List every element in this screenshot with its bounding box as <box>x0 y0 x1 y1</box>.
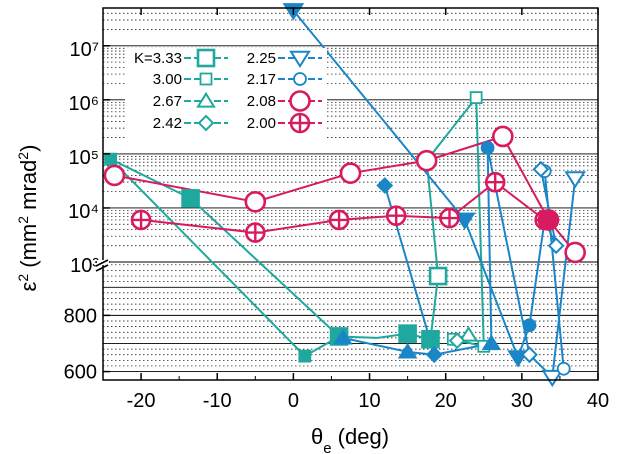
circle-filled-marker <box>537 209 560 231</box>
circle-filled-small-marker <box>480 140 495 155</box>
x-tick-label: 30 <box>511 390 533 412</box>
circle-open-small-marker <box>556 361 571 376</box>
series-line <box>342 336 435 356</box>
y-tick-label: 10⁵ <box>68 147 99 169</box>
square-open-small-marker <box>469 91 483 104</box>
diamond-open-marker <box>547 237 565 255</box>
square-filled-small-marker <box>298 349 312 363</box>
y-tick-label: 10⁷ <box>70 39 99 61</box>
triangle-open-marker <box>458 325 479 342</box>
triangle-filled-marker <box>397 342 418 359</box>
circle-open-marker <box>103 164 126 187</box>
circle-plus-marker <box>439 207 460 229</box>
circle-open-marker <box>492 125 514 148</box>
circle-plus-marker <box>289 112 311 134</box>
triangle-down-filled-marker <box>453 212 476 230</box>
y-tick-label: 10⁴ <box>68 201 99 223</box>
y-axis-label: ε2 (mm2 mrad2) <box>15 145 41 292</box>
square-filled-small-marker <box>104 152 118 166</box>
diamond-filled-marker <box>425 346 443 364</box>
diamond-open-marker <box>532 160 550 178</box>
square-open-marker <box>428 266 448 286</box>
circle-open-marker <box>564 241 586 264</box>
circle-plus-marker <box>385 205 407 226</box>
x-tick-label: 20 <box>435 390 457 412</box>
square-open-small-marker <box>199 72 213 86</box>
x-tick-label: -20 <box>127 390 156 412</box>
series-line <box>110 158 340 338</box>
x-tick-label: 0 <box>288 390 299 412</box>
diamond-filled-marker <box>376 177 394 194</box>
legend-label: 2.67 <box>153 93 182 110</box>
triangle-down-open-marker <box>541 369 564 388</box>
axis-break-mark <box>95 259 109 267</box>
legend-label: 2.42 <box>153 115 182 132</box>
circle-filled-small-marker <box>522 318 537 333</box>
legend-label: 2.08 <box>247 93 276 110</box>
axes: -20 -10 0 10 20 30 40 600 800 10³ 10⁴ 10⁵ 10⁶ 10⁷ <box>64 7 609 412</box>
circle-plus-marker <box>484 171 506 193</box>
y-tick-label: 800 <box>64 305 97 327</box>
y-tick-label: 600 <box>64 362 97 384</box>
x-tick-label: 10 <box>358 390 380 412</box>
legend-label: 2.25 <box>247 50 276 67</box>
y-tick-label: 10³ <box>70 255 99 277</box>
triangle-filled-marker <box>333 328 353 345</box>
legend-label: K=3.33 <box>134 50 182 67</box>
legend-label: 2.17 <box>247 71 276 88</box>
circle-plus-marker <box>130 209 152 231</box>
triangle-open-marker <box>196 91 216 108</box>
square-open-marker <box>196 48 216 68</box>
triangle-filled-marker <box>481 334 502 351</box>
legend-label: 2.00 <box>247 115 276 132</box>
triangle-down-open-marker <box>564 171 586 189</box>
data-markers <box>103 3 586 388</box>
x-tick-label: 40 <box>587 390 609 412</box>
square-filled-marker <box>398 324 417 343</box>
x-axis-label: θe (deg) <box>311 424 389 454</box>
triangle-down-open-marker <box>289 50 311 68</box>
circle-open-marker <box>244 190 267 213</box>
circle-open-small-marker <box>293 72 307 86</box>
circle-open-marker <box>339 162 362 184</box>
diamond-open-marker <box>448 332 466 350</box>
x-tick-label: -10 <box>203 390 232 412</box>
y-tick-label: 10⁶ <box>69 93 99 115</box>
diamond-open-marker <box>197 114 215 132</box>
circle-open-marker <box>415 149 438 172</box>
diamond-open-marker <box>521 346 538 364</box>
plot-frame <box>102 7 599 381</box>
square-filled-marker <box>421 329 440 349</box>
legend-label: 3.00 <box>153 71 182 88</box>
axis-break-mark <box>95 264 109 272</box>
square-filled-marker <box>181 189 200 208</box>
circle-open-marker <box>289 90 311 112</box>
circle-plus-marker <box>245 222 266 243</box>
circle-plus-marker <box>328 209 350 231</box>
legend: K=3.33 3.00 2.67 2.42 2.25 2.17 2.08 2.00 <box>125 48 327 140</box>
